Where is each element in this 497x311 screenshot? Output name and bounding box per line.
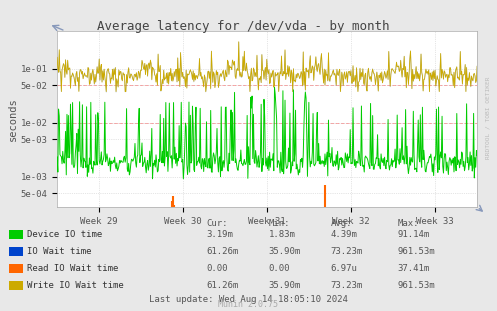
Text: 61.26m: 61.26m: [206, 247, 239, 256]
Text: 1.83m: 1.83m: [268, 230, 295, 239]
Text: 73.23m: 73.23m: [331, 247, 363, 256]
Text: Munin 2.0.75: Munin 2.0.75: [219, 299, 278, 309]
Text: Average latency for /dev/vda - by month: Average latency for /dev/vda - by month: [97, 20, 390, 33]
Text: Avg:: Avg:: [331, 219, 352, 228]
Text: 73.23m: 73.23m: [331, 281, 363, 290]
Text: Read IO Wait time: Read IO Wait time: [27, 264, 119, 273]
Text: 961.53m: 961.53m: [398, 281, 435, 290]
Text: 961.53m: 961.53m: [398, 247, 435, 256]
Y-axis label: seconds: seconds: [8, 97, 18, 141]
Text: 6.97u: 6.97u: [331, 264, 357, 273]
Text: Write IO Wait time: Write IO Wait time: [27, 281, 124, 290]
Text: 4.39m: 4.39m: [331, 230, 357, 239]
Text: 0.00: 0.00: [206, 264, 228, 273]
Text: 3.19m: 3.19m: [206, 230, 233, 239]
Text: Max:: Max:: [398, 219, 419, 228]
Text: RRDTOOL / TOBI OETIKER: RRDTOOL / TOBI OETIKER: [486, 77, 491, 160]
Text: 91.14m: 91.14m: [398, 230, 430, 239]
Text: 0.00: 0.00: [268, 264, 290, 273]
Text: Device IO time: Device IO time: [27, 230, 102, 239]
Text: Last update: Wed Aug 14 18:05:10 2024: Last update: Wed Aug 14 18:05:10 2024: [149, 295, 348, 304]
Text: IO Wait time: IO Wait time: [27, 247, 92, 256]
Text: 35.90m: 35.90m: [268, 281, 301, 290]
Text: Cur:: Cur:: [206, 219, 228, 228]
Text: Min:: Min:: [268, 219, 290, 228]
Text: 61.26m: 61.26m: [206, 281, 239, 290]
Text: 37.41m: 37.41m: [398, 264, 430, 273]
Text: 35.90m: 35.90m: [268, 247, 301, 256]
